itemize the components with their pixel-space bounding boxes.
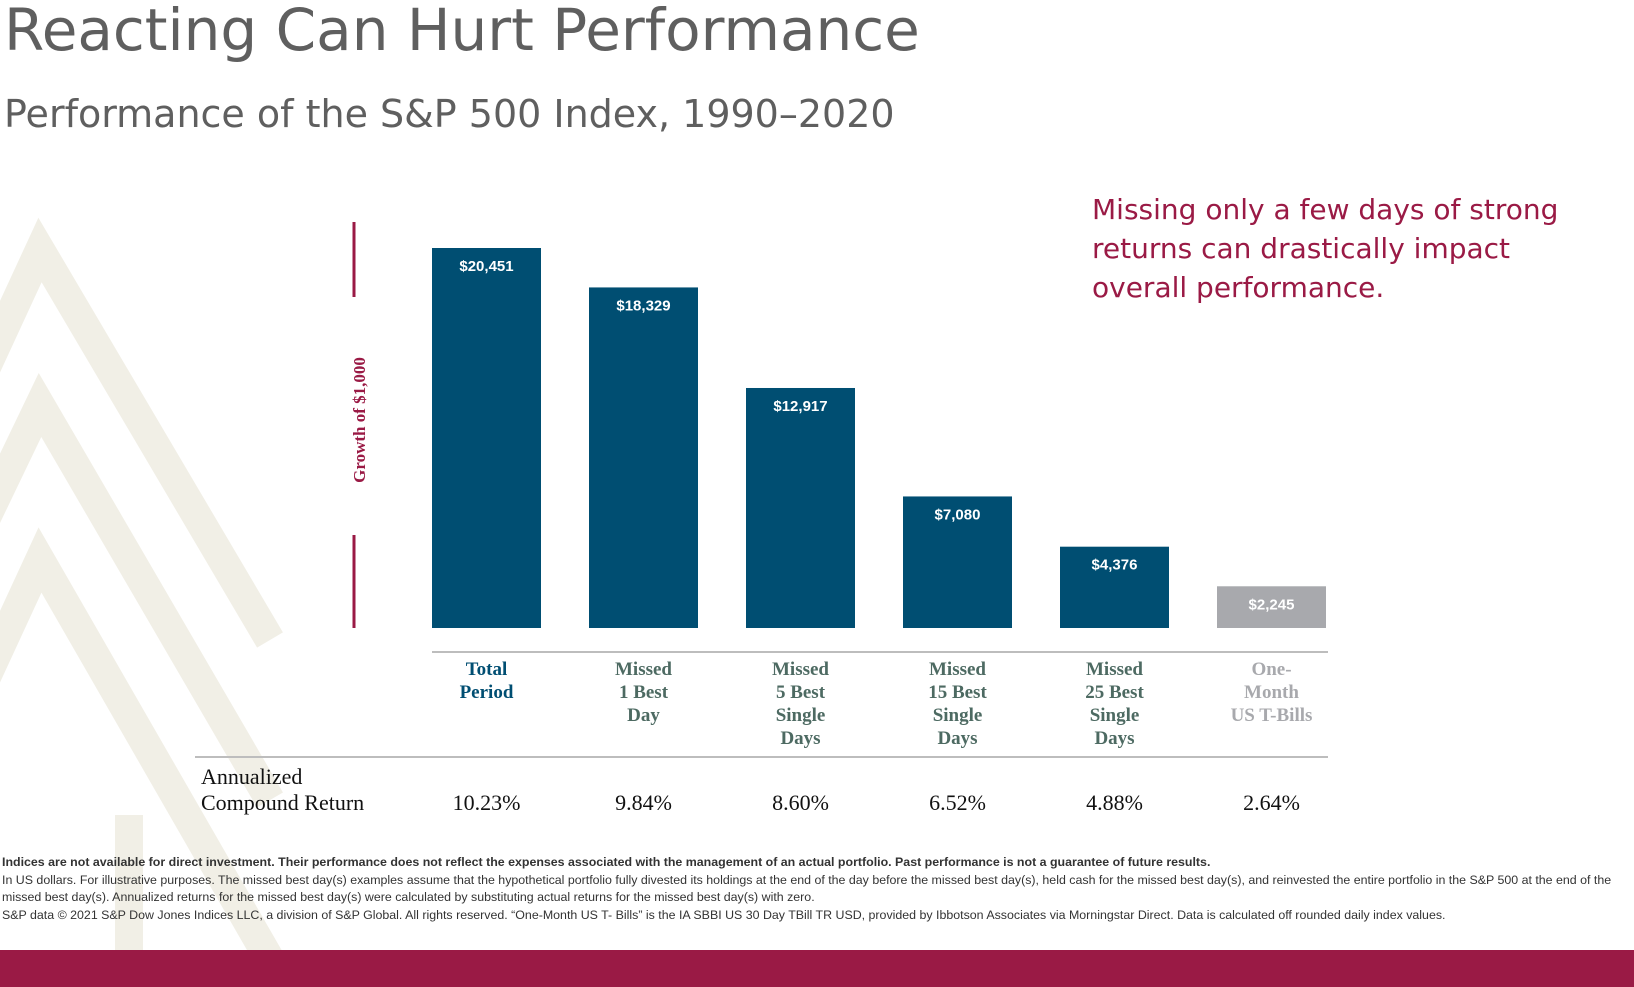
category-label: Missed 1 Best Day <box>574 658 714 727</box>
category-label-line: Period <box>459 682 514 703</box>
footnotes: Indices are not available for direct inv… <box>2 854 1632 924</box>
callout-line: returns can drastically impact <box>1092 232 1511 265</box>
chevron-shape-3 <box>0 527 284 968</box>
category-label: Missed 5 Best Single Days <box>731 658 871 750</box>
annualized-return-value: 4.88% <box>1086 790 1143 815</box>
chevron-stem <box>115 815 143 950</box>
category-label-line: Single <box>1089 705 1140 726</box>
callout-line: overall performance. <box>1092 271 1385 304</box>
annualized-return-label: Annualized Compound Return <box>201 764 364 816</box>
annualized-return-value: 9.84% <box>615 790 672 815</box>
bar <box>746 387 855 628</box>
footnote-disclaimer: Indices are not available for direct inv… <box>2 855 1211 869</box>
bar-data-label: $7,080 <box>935 506 981 523</box>
bar <box>903 496 1012 628</box>
bar-data-label: $2,245 <box>1249 596 1295 613</box>
annualized-return-value: 2.64% <box>1243 790 1300 815</box>
bar-data-label: $12,917 <box>773 398 827 415</box>
category-label-line: Single <box>775 705 826 726</box>
annualized-return-value: 10.23% <box>452 790 521 815</box>
footnote-methodology: In US dollars. For illustrative purposes… <box>2 872 1612 905</box>
category-label-line: Total <box>465 659 508 680</box>
category-label-line: Days <box>937 728 978 749</box>
bar-data-label: $18,329 <box>616 297 670 314</box>
category-label: Missed 25 Best Single Days <box>1045 658 1185 750</box>
category-label: Total Period <box>417 658 557 704</box>
category-label-line: Days <box>1094 728 1135 749</box>
chevron-shape-1 <box>0 217 283 648</box>
callout-text: Missing only a few days of strong return… <box>1092 190 1612 307</box>
annualized-return-label-line: Annualized <box>201 764 303 789</box>
category-label-line: 25 Best <box>1085 682 1144 703</box>
category-label: One- Month US T-Bills <box>1202 658 1342 727</box>
category-label-line: Month <box>1244 682 1299 703</box>
bar-data-label: $20,451 <box>459 258 513 275</box>
category-label-line: Missed <box>929 659 986 680</box>
chevron-shape-2 <box>0 372 283 808</box>
category-label-line: Missed <box>772 659 829 680</box>
callout-line: Missing only a few days of strong <box>1092 193 1559 226</box>
annualized-return-label-line: Compound Return <box>201 790 365 815</box>
category-label-line: One- <box>1251 659 1292 680</box>
bar <box>1217 586 1326 628</box>
category-label-line: 5 Best <box>775 682 826 703</box>
footnote-source: S&P data © 2021 S&P Dow Jones Indices LL… <box>2 907 1446 922</box>
bar <box>589 287 698 628</box>
category-label-line: Single <box>932 705 983 726</box>
category-label-line: Missed <box>615 659 672 680</box>
footer-band <box>0 950 1634 987</box>
category-label-line: Day <box>627 705 660 726</box>
page-subtitle: Performance of the S&P 500 Index, 1990–2… <box>4 92 895 136</box>
annualized-return-value: 8.60% <box>772 790 829 815</box>
page-title: Reacting Can Hurt Performance <box>4 0 920 64</box>
bar <box>432 248 541 628</box>
category-label-line: 15 Best <box>928 682 987 703</box>
category-label-line: Missed <box>1086 659 1143 680</box>
bar-data-label: $4,376 <box>1092 557 1138 574</box>
annualized-return-value: 6.52% <box>929 790 986 815</box>
category-label-line: US T-Bills <box>1230 705 1313 726</box>
category-label-line: Days <box>780 728 821 749</box>
category-label-line: 1 Best <box>618 682 669 703</box>
bar <box>1060 546 1169 628</box>
category-label: Missed 15 Best Single Days <box>888 658 1028 750</box>
